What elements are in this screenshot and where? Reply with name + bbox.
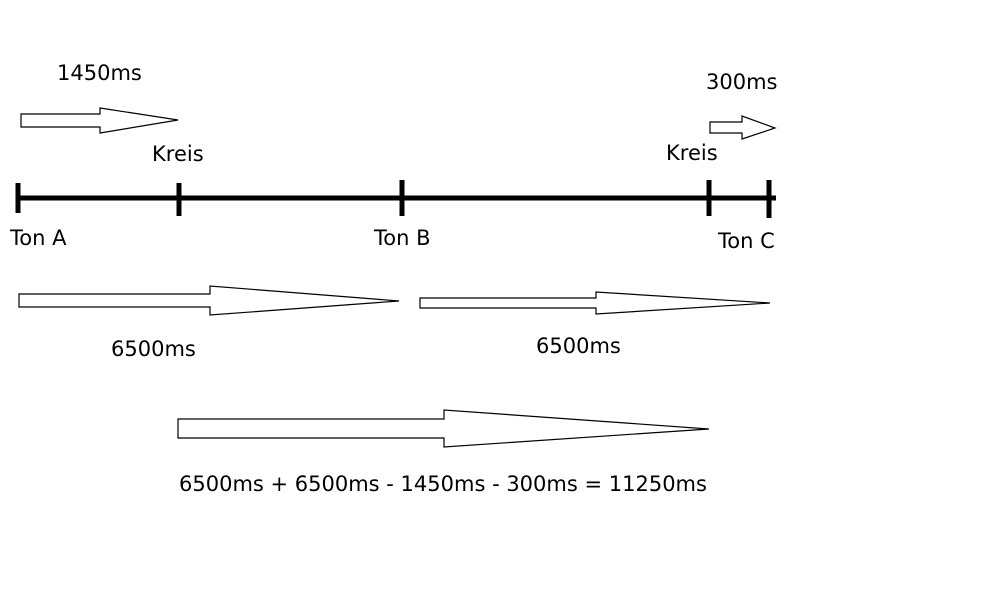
arrow-6500-a	[18, 285, 400, 316]
label-1450ms: 1450ms	[57, 61, 142, 85]
label-kreis-2: Kreis	[666, 141, 718, 165]
arrow-6500-b	[419, 291, 771, 315]
label-kreis-1: Kreis	[152, 142, 204, 166]
label-300ms: 300ms	[706, 70, 778, 94]
arrow-total	[177, 409, 710, 448]
arrow-1450	[20, 107, 179, 134]
label-ton-a: Ton A	[10, 226, 67, 250]
label-ton-b: Ton B	[374, 226, 431, 250]
label-ton-c: Ton C	[718, 229, 775, 253]
arrow-300	[709, 115, 777, 140]
label-6500ms-a: 6500ms	[111, 337, 196, 361]
formula-text: 6500ms + 6500ms - 1450ms - 300ms = 11250…	[179, 472, 707, 496]
label-6500ms-b: 6500ms	[536, 334, 621, 358]
